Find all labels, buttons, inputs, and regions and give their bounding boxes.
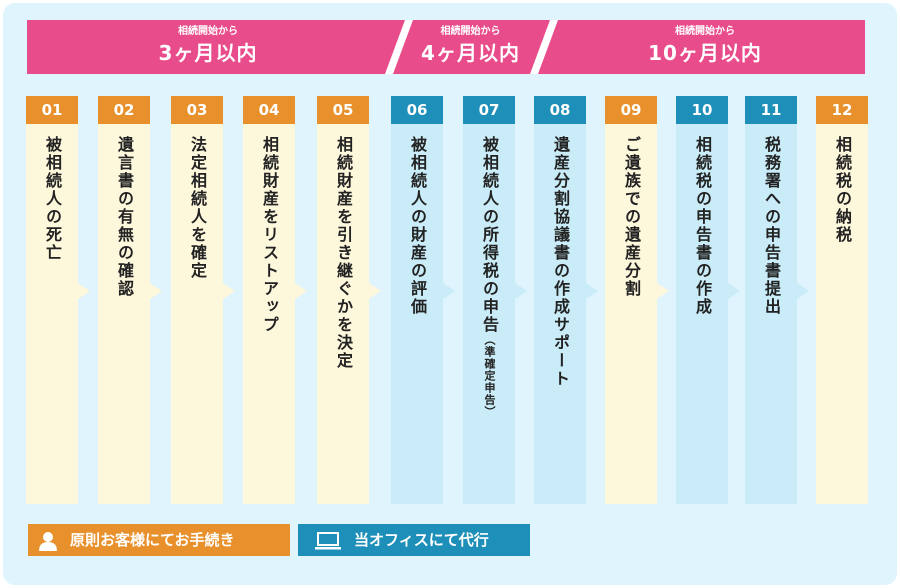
flow-arrow [728, 283, 740, 299]
step-label-text: 相続税の申告書の作成 [693, 136, 712, 316]
step-11: 11 税務署への申告書提出 [745, 96, 797, 504]
step-number: 12 [816, 96, 868, 124]
flow-arrow [797, 283, 809, 299]
step-number: 02 [98, 96, 150, 124]
step-03: 03 法定相続人を確定 [171, 96, 223, 504]
step-number: 06 [391, 96, 443, 124]
step-label: 法定相続人を確定 [185, 136, 209, 280]
step-number: 03 [171, 96, 223, 124]
step-label: 税務署への申告書提出 [759, 136, 783, 316]
step-number: 09 [605, 96, 657, 124]
phase-main-label: 3ヶ月以内 [158, 41, 258, 65]
step-number: 05 [317, 96, 369, 124]
step-number: 08 [534, 96, 586, 124]
step-body: 遺言書の有無の確認 [98, 124, 150, 504]
step-09: 09 ご遺族での遺産分割 [605, 96, 657, 504]
step-body: 相続税の納税 [816, 124, 868, 504]
step-label-text: 相続財産をリストアップ [260, 136, 279, 334]
phase-main-label: 10ヶ月以内 [648, 41, 762, 65]
legend-client-label: 原則お客様にてお手続き [70, 531, 235, 549]
step-label: 遺産分割協議書の作成サポート [548, 136, 572, 388]
step-label: 相続財産を引き継ぐかを決定 [331, 136, 355, 370]
flow-arrow [150, 283, 162, 299]
phase-4-months: 相続開始から 4ヶ月以内 [399, 20, 542, 74]
flow-arrow [515, 283, 527, 299]
step-label-text: 相続税の納税 [833, 136, 852, 244]
step-label: 遺言書の有無の確認 [112, 136, 136, 298]
step-body: 相続財産を引き継ぐかを決定 [317, 124, 369, 504]
phase-3-months: 相続開始から 3ヶ月以内 [27, 20, 389, 74]
flow-arrow [657, 283, 669, 299]
step-label-text: 被相続人の財産の評価 [408, 136, 427, 316]
step-06: 06 被相続人の財産の評価 [391, 96, 443, 504]
step-05: 05 相続財産を引き継ぐかを決定 [317, 96, 369, 504]
flow-arrow [295, 283, 307, 299]
step-body: 法定相続人を確定 [171, 124, 223, 504]
step-label-text: 税務署への申告書提出 [762, 136, 781, 316]
step-label: 相続税の申告書の作成 [690, 136, 714, 316]
step-label: 相続税の納税 [830, 136, 854, 244]
step-label-text: ご遺族での遺産分割 [622, 136, 641, 298]
step-02: 02 遺言書の有無の確認 [98, 96, 150, 504]
step-label: 被相続人の財産の評価 [405, 136, 429, 316]
step-label-text: 被相続人の所得税の申告 [480, 136, 499, 334]
step-body: 被相続人の所得税の申告（準確定申告） [463, 124, 515, 504]
step-number: 11 [745, 96, 797, 124]
step-07: 07 被相続人の所得税の申告（準確定申告） [463, 96, 515, 504]
legend-client: 原則お客様にてお手続き [28, 524, 290, 556]
legend-office: 当オフィスにて代行 [298, 524, 530, 556]
phase-dividers [385, 20, 558, 74]
step-04: 04 相続財産をリストアップ [243, 96, 295, 504]
step-body: 遺産分割協議書の作成サポート [534, 124, 586, 504]
flow-arrow [443, 283, 455, 299]
step-number: 10 [676, 96, 728, 124]
phase-header: 相続開始から 3ヶ月以内 相続開始から 4ヶ月以内 相続開始から 10ヶ月以内 [27, 20, 865, 74]
step-body: 相続財産をリストアップ [243, 124, 295, 504]
step-number: 01 [26, 96, 78, 124]
step-label-text: 相続財産を引き継ぐかを決定 [334, 136, 353, 370]
step-label-text: 被相続人の死亡 [43, 136, 62, 262]
step-number: 07 [463, 96, 515, 124]
phase-sub-label: 相続開始から [440, 26, 501, 37]
step-label-note: （準確定申告） [483, 334, 496, 418]
step-label-text: 遺産分割協議書の作成サポート [551, 136, 570, 388]
phase-main-label: 4ヶ月以内 [421, 41, 520, 65]
phase-sub-label: 相続開始から [675, 26, 735, 37]
step-label: 相続財産をリストアップ [257, 136, 281, 334]
step-body: 相続税の申告書の作成 [676, 124, 728, 504]
flow-arrow [586, 283, 598, 299]
step-body: 税務署への申告書提出 [745, 124, 797, 504]
step-label-text: 遺言書の有無の確認 [115, 136, 134, 298]
step-label: 被相続人の所得税の申告（準確定申告） [477, 136, 501, 418]
step-body: 被相続人の財産の評価 [391, 124, 443, 504]
legend-office-label: 当オフィスにて代行 [354, 531, 489, 549]
step-10: 10 相続税の申告書の作成 [676, 96, 728, 504]
laptop-icon [314, 530, 342, 562]
step-08: 08 遺産分割協議書の作成サポート [534, 96, 586, 504]
step-label: ご遺族での遺産分割 [619, 136, 643, 298]
flow-arrow [223, 283, 235, 299]
step-label: 被相続人の死亡 [40, 136, 64, 262]
person-icon [38, 530, 58, 562]
step-body: 被相続人の死亡 [26, 124, 78, 504]
step-label-text: 法定相続人を確定 [188, 136, 207, 280]
flow-arrow [369, 283, 381, 299]
step-12: 12 相続税の納税 [816, 96, 868, 504]
phase-sub-label: 相続開始から [178, 26, 238, 37]
step-number: 04 [243, 96, 295, 124]
phase-10-months: 相続開始から 10ヶ月以内 [545, 20, 865, 74]
step-body: ご遺族での遺産分割 [605, 124, 657, 504]
flow-arrow [78, 283, 90, 299]
step-01: 01 被相続人の死亡 [26, 96, 78, 504]
